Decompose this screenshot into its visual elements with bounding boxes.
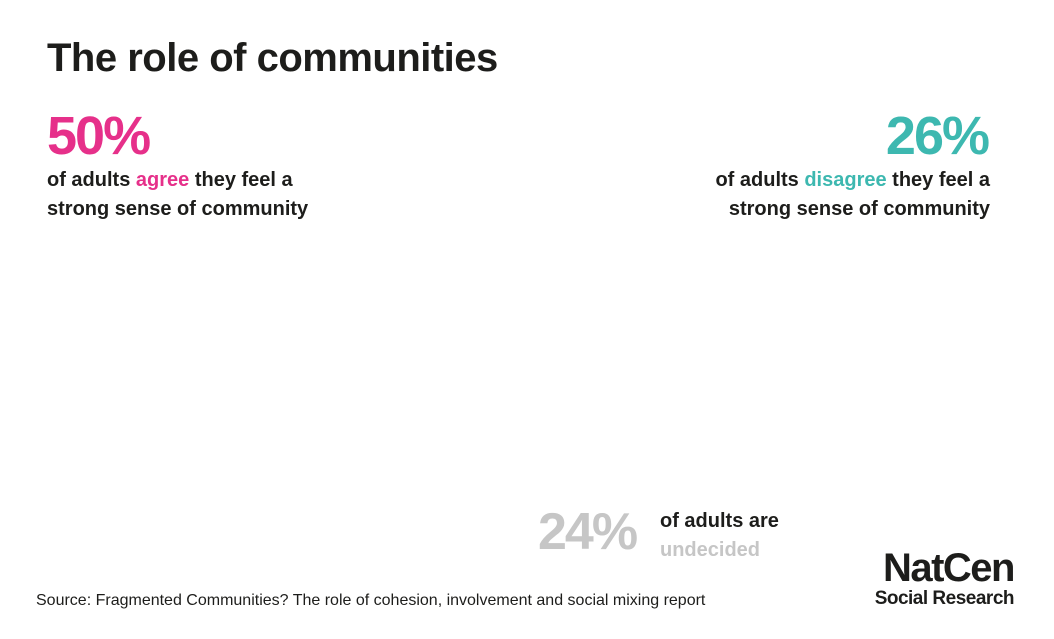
person-figure bbox=[233, 238, 335, 475]
disagree-line1-pre: of adults bbox=[715, 169, 805, 191]
agree-description: of adults agree they feel a strong sense… bbox=[47, 166, 377, 224]
person-figure bbox=[807, 238, 909, 475]
figure-segment-agree bbox=[138, 238, 240, 475]
figure-segment-agree bbox=[329, 238, 431, 475]
agree-line1-pre: of adults bbox=[47, 169, 136, 191]
logo-sub-text: Social Research bbox=[874, 588, 1015, 609]
disagree-line2: strong sense of community bbox=[728, 198, 990, 220]
undecided-line2: undecided bbox=[660, 539, 761, 561]
person-figure bbox=[329, 238, 431, 475]
agree-line2: strong sense of community bbox=[47, 198, 309, 220]
agree-keyword: agree bbox=[135, 169, 190, 191]
figure-segment-disagree bbox=[807, 238, 909, 475]
person-figure bbox=[520, 238, 622, 475]
disagree-description: of adults disagree they feel a strong se… bbox=[630, 166, 990, 224]
person-figure bbox=[424, 238, 526, 475]
figure-segment-agree bbox=[134, 459, 144, 475]
figure-segment-undecided bbox=[616, 238, 718, 475]
person-figure bbox=[134, 459, 144, 475]
disagree-line1-post: they feel a bbox=[886, 169, 990, 191]
figure-segment-undecided bbox=[711, 238, 813, 475]
natcen-logo: NatCen Social Research bbox=[874, 546, 1016, 610]
figure-segment-agree bbox=[233, 238, 335, 475]
person-figure bbox=[616, 238, 718, 475]
person-figure bbox=[902, 238, 1004, 475]
undecided-description: of adults are undecided bbox=[660, 507, 860, 565]
figure-segment-disagree bbox=[902, 238, 1004, 475]
undecided-percent: 24% bbox=[538, 503, 638, 561]
page-title: The role of communities bbox=[47, 36, 498, 80]
figure-segment-agree bbox=[424, 238, 526, 475]
disagree-keyword: disagree bbox=[804, 169, 887, 191]
agree-percent: 50% bbox=[47, 106, 151, 166]
logo-main-text: NatCen bbox=[882, 546, 1016, 590]
person-figure bbox=[138, 238, 240, 475]
person-figure bbox=[711, 238, 813, 475]
figure-segment-disagree bbox=[711, 238, 813, 475]
undecided-line1: of adults are bbox=[660, 510, 779, 532]
source-note: Source: Fragmented Communities? The role… bbox=[36, 592, 706, 609]
agree-line1-post: they feel a bbox=[189, 169, 293, 191]
figure-segment-undecided bbox=[520, 238, 622, 475]
disagree-percent: 26% bbox=[885, 106, 990, 166]
